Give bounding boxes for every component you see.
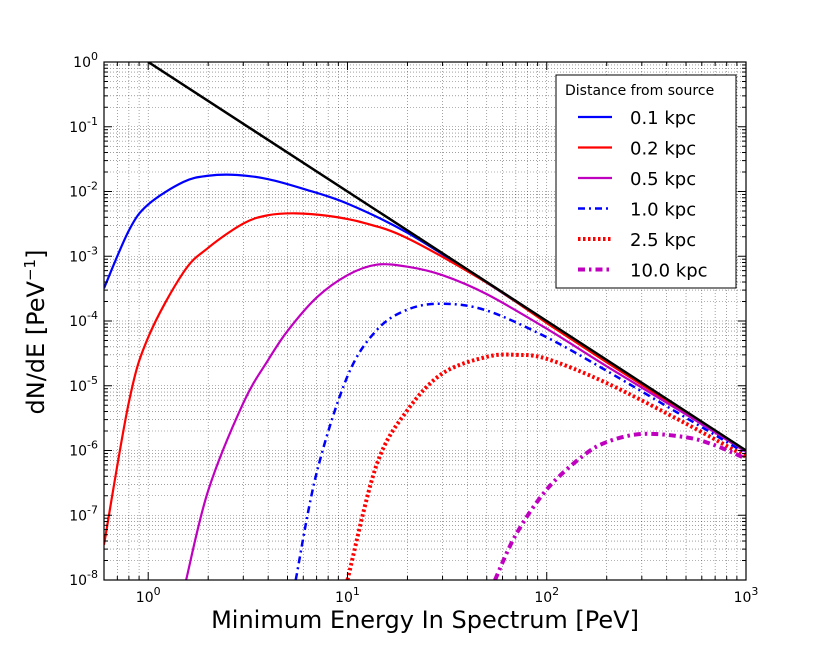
y-tick-label-exponent: -7 [87, 503, 98, 516]
y-tick-label-exponent: -2 [87, 180, 98, 193]
y-tick-label: 10-6 [69, 439, 98, 460]
series-line-0-2-kpc [104, 212, 746, 545]
y-tick-label-base: 10 [69, 508, 87, 524]
legend-label: 0.2 kpc [630, 139, 696, 160]
x-tick-label-exponent: 3 [751, 585, 758, 598]
ticks-layer: 100 101 102 10310010-110-210-310-410-510-61… [69, 50, 758, 606]
legend-label: 2.5 kpc [630, 230, 696, 251]
y-tick-label-base: 10 [69, 120, 87, 136]
y-axis-label: dN/dE [PeV−1] [21, 250, 50, 415]
y-tick-label: 10-2 [69, 180, 98, 201]
legend-entries: 0.1 kpc 0.2 kpc 0.5 kpc 1.0 kpc 2.5 kpc 10.0 … [578, 108, 708, 282]
y-tick-label-base: 10 [69, 185, 87, 201]
y-tick-label-base: 10 [69, 379, 87, 395]
legend-label: 0.1 kpc [630, 108, 696, 129]
series-layer [104, 62, 746, 580]
y-tick-label-exponent: -8 [87, 568, 98, 581]
y-tick-label-exponent: -1 [87, 115, 98, 128]
y-tick-label-base: 10 [69, 573, 87, 589]
y-tick-label: 100 [73, 50, 98, 71]
y-tick-label-exponent: -5 [87, 374, 98, 387]
y-tick-label: 10-8 [69, 568, 98, 589]
legend-frame [555, 74, 737, 289]
y-axis-label-sup: −1 [21, 259, 39, 281]
y-tick-label-exponent: -6 [87, 439, 98, 452]
grid-layer [103, 62, 746, 581]
y-tick-label: 10-3 [69, 244, 98, 265]
y-tick-label-base: 10 [69, 314, 87, 330]
x-axis-label: Minimum Energy In Spectrum [PeV] [211, 606, 639, 634]
x-tick-label: 101 [335, 585, 360, 606]
x-tick-label-exponent: 2 [552, 585, 559, 598]
x-tick-label: 100 [136, 585, 161, 606]
x-tick-label-exponent: 1 [353, 585, 360, 598]
x-tick-label: 103 [734, 585, 759, 606]
series-line-10-0-kpc [493, 431, 746, 580]
x-tick-label-base: 10 [734, 590, 752, 606]
x-tick-label-exponent: 0 [154, 585, 161, 598]
x-tick-label: 102 [534, 585, 559, 606]
legend-label: 10.0 kpc [630, 261, 708, 282]
legend-label: 0.5 kpc [630, 169, 696, 190]
y-tick-label-base: 10 [69, 249, 87, 265]
x-tick-label-base: 10 [335, 590, 353, 606]
y-axis-label-main: dN/dE [PeV [22, 280, 50, 414]
y-tick-label-exponent: -4 [87, 309, 98, 322]
series-line-0-5-kpc [185, 263, 746, 580]
series-line-1-0-kpc [294, 302, 746, 580]
y-tick-label: 10-1 [69, 115, 98, 136]
legend-label: 1.0 kpc [630, 200, 696, 221]
reference-power-law-line [147, 62, 746, 452]
y-tick-label-base: 10 [73, 55, 91, 71]
x-tick-label-base: 10 [136, 590, 154, 606]
y-tick-label-exponent: -3 [87, 244, 98, 257]
y-axis-label-close: ] [22, 250, 50, 259]
y-tick-label: 10-5 [69, 374, 98, 395]
y-tick-label: 10-7 [69, 503, 98, 524]
y-tick-label: 10-4 [69, 309, 98, 330]
x-tick-label-base: 10 [534, 590, 552, 606]
legend: Distance from source 0.1 kpc 0.2 kpc 0.5 k… [555, 74, 737, 289]
y-tick-label-base: 10 [69, 444, 87, 460]
y-tick-label-exponent: 0 [91, 50, 98, 63]
legend-title: Distance from source [565, 83, 714, 99]
